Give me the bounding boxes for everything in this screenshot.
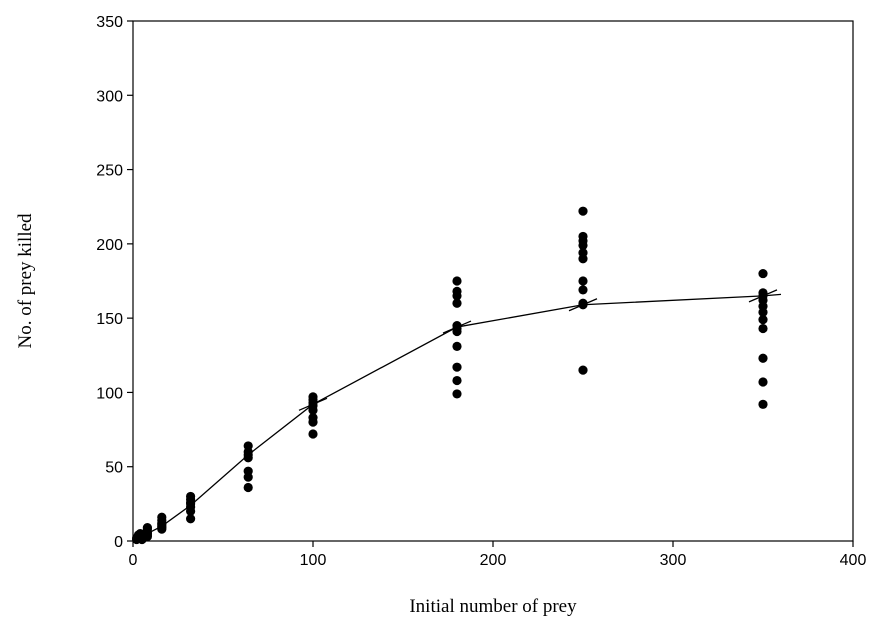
data-point: [308, 392, 318, 402]
data-point: [758, 315, 768, 325]
data-point: [452, 320, 462, 331]
data-point: [578, 231, 588, 242]
y-tick-label: 200: [96, 237, 123, 254]
data-point: [578, 298, 588, 308]
data-points: [132, 206, 768, 545]
data-point: [243, 441, 253, 451]
data-point: [243, 466, 253, 476]
data-point: [186, 491, 196, 502]
x-tick-label: 400: [840, 552, 867, 569]
x-tick-label: 200: [480, 552, 507, 569]
plot-area-frame: [132, 20, 854, 542]
data-point: [578, 248, 588, 258]
data-point: [243, 482, 253, 493]
data-point: [578, 365, 588, 375]
x-tick-label: 100: [300, 552, 327, 569]
y-tick-label: 150: [96, 311, 123, 328]
y-tick-label: 50: [105, 460, 123, 477]
data-point: [758, 377, 768, 387]
data-point: [452, 276, 462, 286]
data-point: [452, 389, 462, 399]
fit-line: [132, 293, 782, 542]
y-axis: 0 50 100 150 200 250 300 350: [96, 14, 133, 551]
data-point: [578, 285, 588, 295]
data-point: [308, 429, 318, 439]
data-point: [157, 512, 167, 522]
data-point: [758, 288, 768, 298]
y-axis-title: No. of prey killed: [15, 213, 36, 349]
data-point: [452, 375, 462, 386]
y-tick-label: 300: [96, 88, 123, 105]
y-tick-label: 0: [114, 534, 123, 551]
data-point: [758, 399, 768, 409]
data-point: [452, 341, 462, 351]
x-axis-title: Initial number of prey: [409, 596, 577, 617]
data-point: [452, 298, 462, 308]
data-point: [142, 523, 152, 533]
data-point: [758, 353, 768, 363]
y-tick-label: 350: [96, 14, 123, 31]
data-point: [308, 413, 318, 423]
data-point: [578, 206, 588, 216]
data-point: [452, 362, 462, 372]
x-axis: 0 100 200 300 400: [129, 541, 867, 569]
data-point: [758, 268, 768, 279]
y-tick-label: 100: [96, 385, 123, 402]
x-tick-label: 0: [129, 552, 138, 569]
data-point: [452, 286, 462, 296]
x-tick-label: 300: [660, 552, 687, 569]
data-point: [186, 514, 196, 524]
data-point: [578, 276, 588, 286]
y-tick-label: 250: [96, 163, 123, 180]
data-point: [758, 323, 768, 334]
